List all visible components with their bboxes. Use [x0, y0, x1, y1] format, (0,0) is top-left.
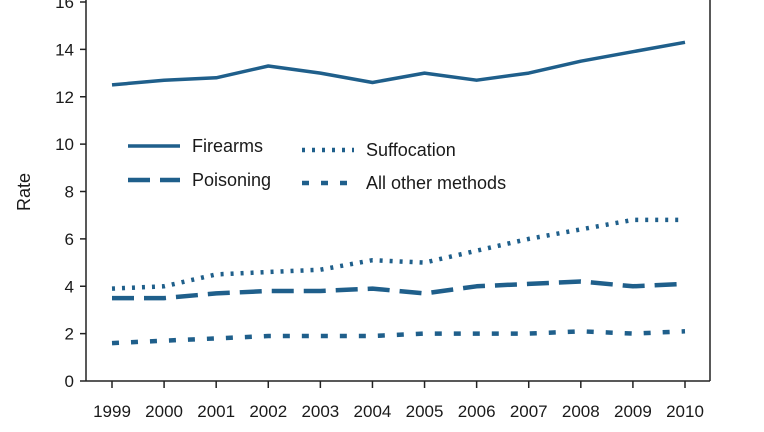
legend-label: Poisoning [192, 170, 271, 190]
y-tick-label: 2 [65, 325, 74, 344]
x-tick-label: 2003 [301, 402, 339, 421]
x-tick-label: 2006 [458, 402, 496, 421]
y-tick-label: 14 [55, 40, 74, 59]
x-tick-label: 2010 [666, 402, 704, 421]
y-tick-label: 16 [55, 0, 74, 12]
legend-label: All other methods [366, 173, 506, 193]
x-tick-label: 2004 [354, 402, 392, 421]
axes: 0 2 4 6 8 10 12 14 16 1999 2000 2001 2002 2003 2004 200… [55, 0, 711, 421]
series-line-all-other-methods [111, 329, 686, 346]
series-line-suffocation [111, 217, 685, 291]
series-line-firearms [111, 40, 686, 87]
series-line-poisoning [112, 279, 686, 301]
x-tick-label: 2002 [249, 402, 287, 421]
x-tick-label: 2000 [145, 402, 183, 421]
y-tick-label: 6 [65, 230, 74, 249]
legend-label: Firearms [192, 136, 263, 156]
y-tick-label: 8 [65, 183, 74, 202]
x-tick-label: 2009 [614, 402, 652, 421]
legend-label: Suffocation [366, 140, 456, 160]
x-tick-label: 2005 [406, 402, 444, 421]
series-group [111, 40, 686, 346]
x-tick-label: 2001 [197, 402, 235, 421]
y-axis-title: Rate [14, 173, 34, 211]
x-tick-label: 1999 [93, 402, 131, 421]
x-tick-label: 2007 [510, 402, 548, 421]
y-tick-label: 12 [55, 88, 74, 107]
legend: Firearms Poisoning Suffocation All other me… [128, 136, 506, 193]
y-tick-label: 4 [65, 277, 74, 296]
y-tick-label: 10 [55, 135, 74, 154]
x-tick-label: 2008 [562, 402, 600, 421]
y-tick-label: 0 [65, 372, 74, 391]
